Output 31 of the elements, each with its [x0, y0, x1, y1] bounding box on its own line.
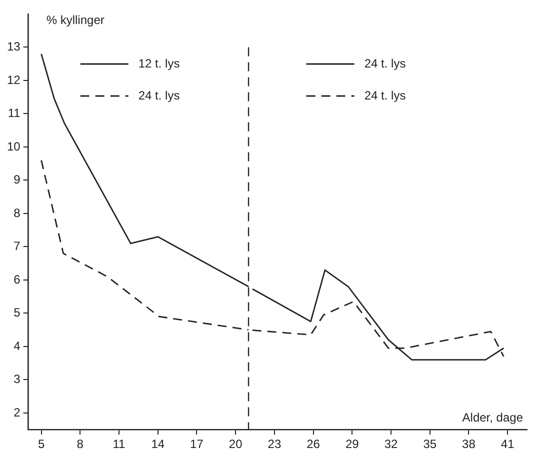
x-tick-label: 14	[151, 437, 165, 452]
y-tick-label: 13	[6, 40, 21, 54]
y-tick-label: 6	[14, 272, 21, 286]
x-tick-label: 26	[306, 437, 320, 452]
y-tick-label: 12	[6, 72, 21, 87]
legend-label: 24 t. lys	[364, 88, 406, 102]
x-tick-label: 41	[500, 437, 515, 452]
legend-label: 12 t. lys	[138, 56, 180, 70]
y-tick-label: 3	[14, 372, 21, 386]
x-tick-label: 17	[190, 437, 204, 452]
x-tick-label: 20	[228, 437, 243, 452]
y-axis-title: % kyllinger	[46, 13, 104, 27]
y-tick-label: 4	[14, 338, 21, 353]
y-tick-label: 11	[8, 106, 21, 120]
x-tick-label: 35	[423, 437, 437, 452]
y-tick-label: 2	[14, 405, 21, 420]
x-tick-label: 38	[462, 437, 476, 452]
y-tick-label: 9	[14, 172, 21, 187]
x-tick-label: 5	[38, 437, 45, 452]
x-tick-label: 32	[384, 437, 398, 452]
x-tick-label: 29	[345, 437, 360, 452]
x-tick-label: 11	[112, 437, 126, 452]
y-tick-label: 10	[6, 139, 21, 154]
x-tick-label: 23	[268, 437, 282, 452]
legend-label: 24 t. lys	[364, 56, 406, 70]
y-tick-label: 7	[14, 239, 21, 254]
y-tick-label: 5	[14, 306, 21, 320]
x-axis-title: Alder, dage	[462, 410, 524, 425]
y-tick-label: 8	[14, 206, 21, 220]
legend-label: 24 t. lys	[138, 88, 180, 102]
x-tick-label: 8	[76, 437, 84, 452]
